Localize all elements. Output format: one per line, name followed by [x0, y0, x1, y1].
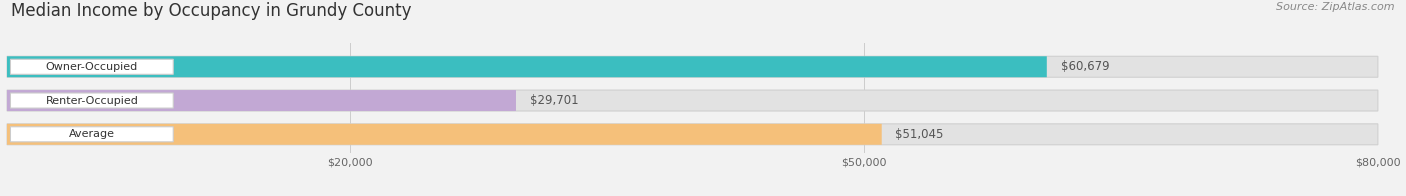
Text: Owner-Occupied: Owner-Occupied [46, 62, 138, 72]
Text: $29,701: $29,701 [530, 94, 578, 107]
FancyBboxPatch shape [7, 56, 1378, 77]
Text: $60,679: $60,679 [1060, 60, 1109, 73]
Text: Source: ZipAtlas.com: Source: ZipAtlas.com [1277, 2, 1395, 12]
FancyBboxPatch shape [10, 127, 173, 142]
Text: Median Income by Occupancy in Grundy County: Median Income by Occupancy in Grundy Cou… [11, 2, 412, 20]
FancyBboxPatch shape [7, 56, 1047, 77]
Text: $51,045: $51,045 [896, 128, 943, 141]
FancyBboxPatch shape [7, 90, 1378, 111]
Text: Average: Average [69, 129, 115, 139]
FancyBboxPatch shape [7, 124, 1378, 145]
FancyBboxPatch shape [10, 93, 173, 108]
FancyBboxPatch shape [10, 59, 173, 74]
Text: Renter-Occupied: Renter-Occupied [45, 95, 138, 105]
FancyBboxPatch shape [7, 90, 516, 111]
FancyBboxPatch shape [7, 124, 882, 145]
